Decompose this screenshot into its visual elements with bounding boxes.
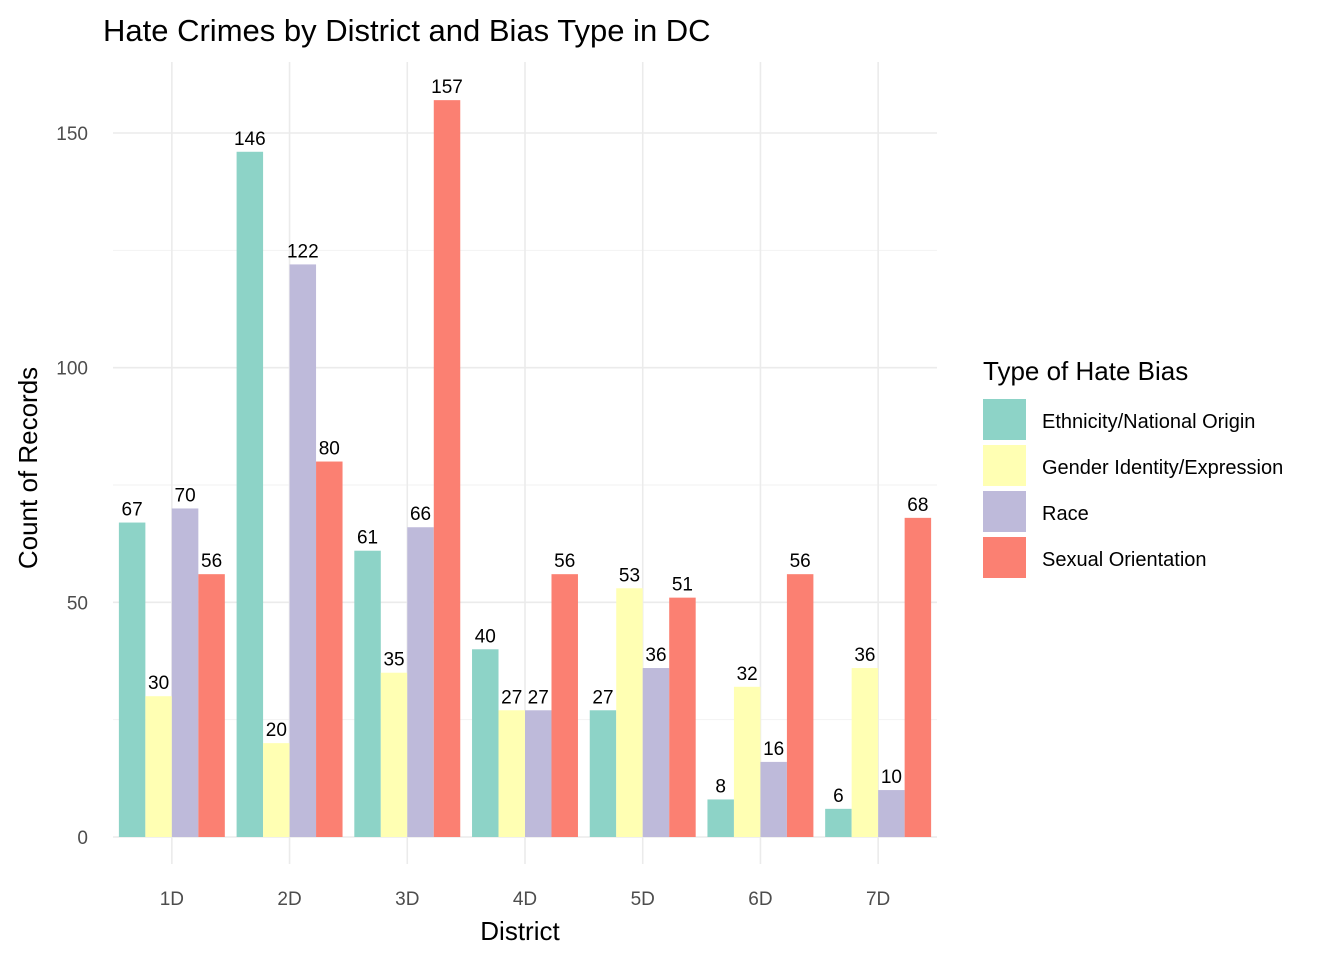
bar xyxy=(171,508,199,837)
bar xyxy=(669,597,696,837)
x-axis-title: District xyxy=(480,916,560,946)
data-label: 6 xyxy=(833,786,844,807)
bars xyxy=(118,100,932,838)
chart-title: Hate Crimes by District and Bias Type in… xyxy=(103,13,711,48)
y-tick-label: 0 xyxy=(77,828,88,849)
legend-key xyxy=(983,445,1026,486)
data-label: 35 xyxy=(383,650,404,671)
data-label: 27 xyxy=(592,687,613,708)
data-label: 8 xyxy=(715,776,726,797)
bar xyxy=(786,574,814,837)
bar xyxy=(642,668,670,837)
data-label: 10 xyxy=(881,767,902,788)
bar xyxy=(825,808,852,837)
bar xyxy=(380,672,408,837)
x-tick-label: 3D xyxy=(395,889,419,910)
data-label: 56 xyxy=(790,551,811,572)
data-label: 32 xyxy=(737,664,758,685)
data-label: 70 xyxy=(175,485,196,506)
legend-title: Type of Hate Bias xyxy=(983,356,1188,386)
y-axis-ticks: 0 50 100 150 xyxy=(56,124,88,849)
y-axis-title: Count of Records xyxy=(13,367,43,569)
bar xyxy=(498,710,525,837)
bar xyxy=(263,743,290,837)
legend-label: Race xyxy=(1042,503,1089,525)
bar xyxy=(525,710,552,837)
data-label: 66 xyxy=(410,504,431,525)
bar xyxy=(316,461,343,837)
bar xyxy=(198,574,225,837)
bar xyxy=(707,799,734,837)
bar xyxy=(760,761,787,837)
data-label: 61 xyxy=(357,528,378,549)
bar xyxy=(145,696,172,837)
data-label: 53 xyxy=(619,565,640,586)
bar xyxy=(354,550,381,837)
x-tick-label: 2D xyxy=(277,889,301,910)
bar xyxy=(878,790,905,837)
data-labels: 67 30 70 56 146 20 122 80 61 35 66 157 40 27 27 56 27 53 3… xyxy=(122,77,929,807)
bar xyxy=(433,100,461,837)
x-tick-label: 4D xyxy=(513,889,537,910)
legend-label: Gender Identity/Expression xyxy=(1042,457,1283,479)
bar xyxy=(851,668,879,837)
bar xyxy=(616,588,643,837)
x-tick-label: 1D xyxy=(160,889,184,910)
legend: Type of Hate Bias Ethnicity/National Ori… xyxy=(983,356,1283,578)
data-label: 67 xyxy=(122,500,143,521)
y-tick-label: 100 xyxy=(56,359,88,380)
x-tick-label: 6D xyxy=(748,889,772,910)
data-label: 51 xyxy=(672,575,693,596)
data-label: 122 xyxy=(287,241,319,262)
bar xyxy=(236,151,264,838)
data-label: 20 xyxy=(266,720,287,741)
data-label: 16 xyxy=(763,739,784,760)
data-label: 36 xyxy=(645,645,666,666)
data-label: 30 xyxy=(148,673,169,694)
x-tick-label: 7D xyxy=(866,889,890,910)
bar xyxy=(118,522,146,837)
x-tick-label: 5D xyxy=(631,889,655,910)
legend-label: Sexual Orientation xyxy=(1042,549,1207,571)
bar xyxy=(589,710,617,837)
data-label: 80 xyxy=(319,439,340,460)
y-tick-label: 50 xyxy=(67,593,88,614)
legend-label: Ethnicity/National Origin xyxy=(1042,411,1255,433)
data-label: 146 xyxy=(234,129,266,150)
bar xyxy=(472,649,499,837)
bar xyxy=(407,527,434,837)
legend-key xyxy=(983,491,1026,532)
data-label: 56 xyxy=(201,551,222,572)
bar xyxy=(733,686,761,837)
data-label: 27 xyxy=(501,687,522,708)
data-label: 157 xyxy=(431,77,463,98)
bar xyxy=(904,517,932,837)
x-axis-ticks: 1D 2D 3D 4D 5D 6D 7D xyxy=(160,889,891,910)
data-label: 36 xyxy=(854,645,875,666)
data-label: 56 xyxy=(554,551,575,572)
data-label: 68 xyxy=(907,495,928,516)
bar xyxy=(289,264,317,837)
legend-key xyxy=(983,399,1026,440)
data-label: 27 xyxy=(528,687,549,708)
bar xyxy=(551,574,578,837)
data-label: 40 xyxy=(475,626,496,647)
y-tick-label: 150 xyxy=(56,124,88,145)
legend-key xyxy=(983,537,1026,578)
